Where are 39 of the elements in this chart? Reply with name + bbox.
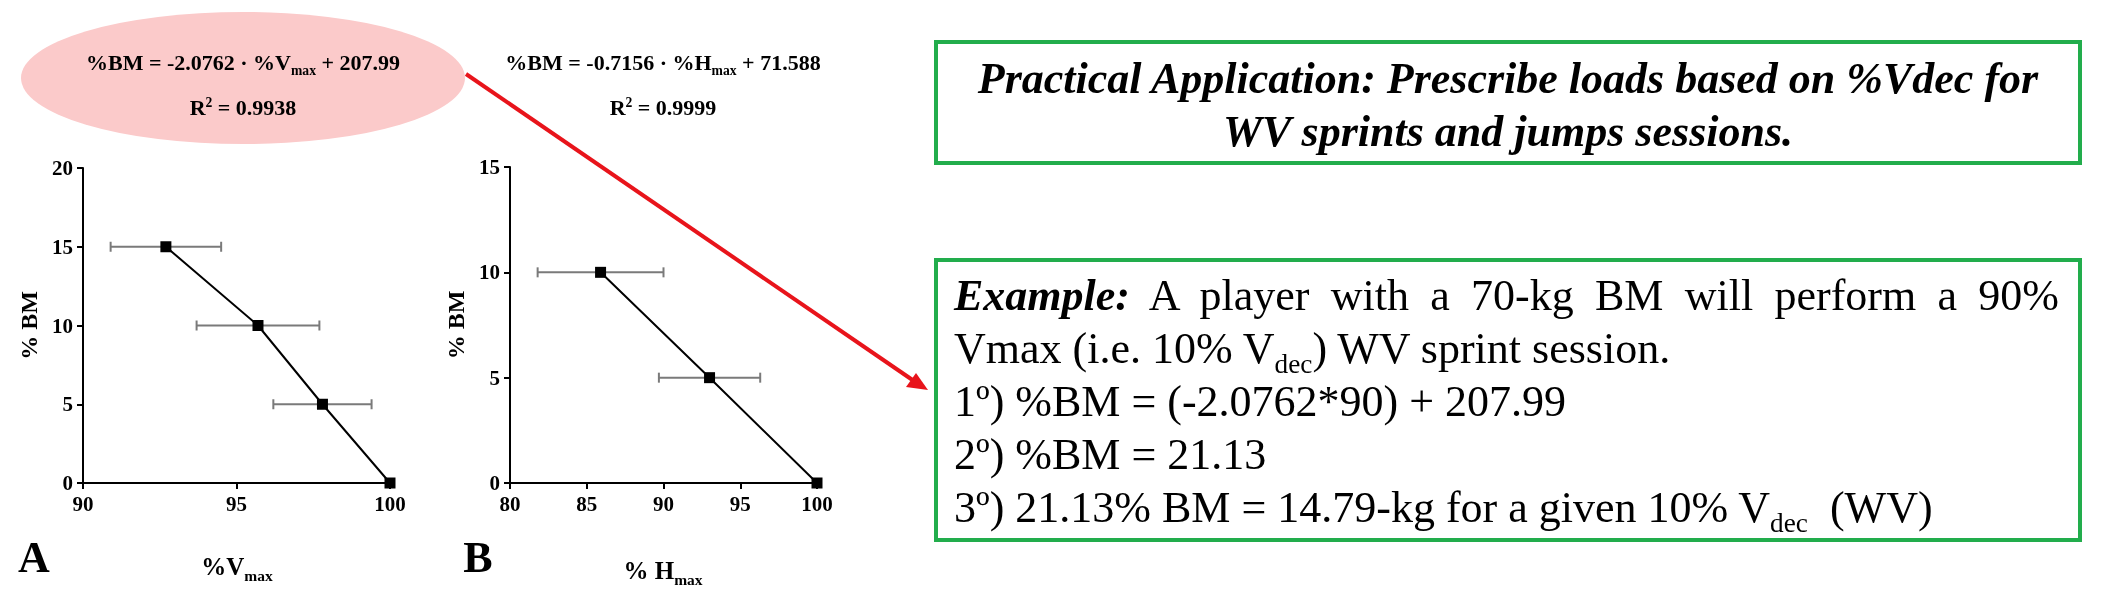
point: [704, 372, 716, 384]
x-tick-label: 95: [226, 491, 247, 516]
y-tick-label: 10: [52, 313, 73, 338]
text: Practical Application: Prescribe loads based on %Vdec for WV sprints and jumps sessions.: [976, 53, 2040, 158]
chart-subtitle: R$^{2}$ = 0.9938: [189, 94, 297, 121]
y-tick-label: 5: [62, 392, 73, 417]
x-tick-label: 95: [729, 491, 751, 516]
x-tick-label: 85: [576, 491, 598, 516]
y-tick-label: 15: [479, 155, 500, 179]
point: [595, 266, 607, 278]
text: 1º) %BM = (-2.0762*90) + 207.99: [954, 377, 1567, 426]
text: B: [463, 532, 493, 583]
x-tick-label: 80: [499, 491, 521, 516]
point: [316, 398, 328, 410]
x-axis-title: %V$_{max}$: [201, 553, 273, 585]
text: A: [18, 532, 50, 583]
y-tick-label: 0: [62, 471, 73, 495]
y-tick-label: 20: [52, 156, 73, 180]
x-tick-label: 90: [72, 491, 94, 516]
text: 2º) %BM = 21.13: [954, 430, 1267, 479]
y-axis-title: % BM: [443, 290, 470, 360]
x-tick-label: 100: [801, 491, 833, 516]
x-tick-label: 100: [374, 491, 406, 516]
chart-title: %BM = -2.0762 · %V$_{max}$ + 207.99: [85, 49, 401, 79]
point: [160, 241, 172, 253]
text: 3º) 21.13% BM = 14.79-kg for a given 10% V$_{dec}$ (WV): [954, 483, 1933, 538]
x-axis-title: % H$_{max}$: [623, 557, 703, 589]
y-tick-label: 10: [479, 260, 500, 285]
point: [252, 320, 264, 331]
text: Example:: [954, 271, 1130, 320]
y-axis-title: % BM: [16, 291, 43, 360]
y-tick-label: 15: [52, 234, 73, 259]
y-tick-label: 0: [489, 471, 500, 495]
y-tick-label: 5: [489, 365, 500, 390]
chart-subtitle: R$^{2}$ = 0.9999: [609, 94, 717, 121]
text: Vmax (i.e. 10% V$_{dec}$) WV sprint session.: [954, 324, 1671, 379]
text: A player with a 70-kg BM will perform a 90%: [1148, 271, 2059, 320]
chart-title: %BM = -0.7156 · %H$_{max}$ + 71.588: [505, 49, 821, 79]
x-tick-label: 90: [653, 491, 674, 516]
